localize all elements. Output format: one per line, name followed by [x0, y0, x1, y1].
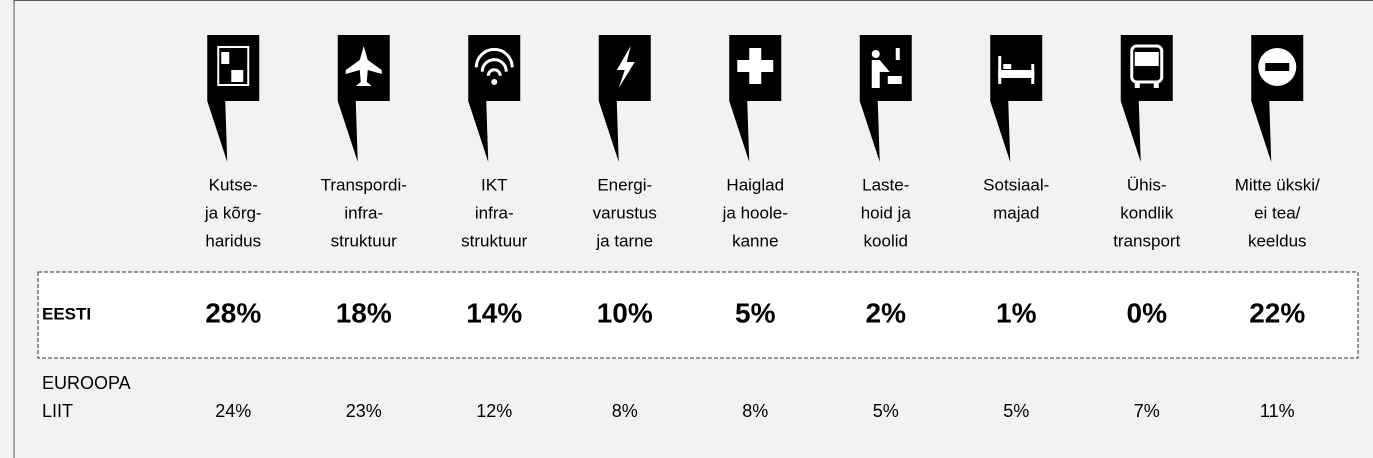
row-label: EESTI: [42, 304, 91, 323]
column-header: ja hoole-: [722, 203, 788, 222]
column-header: kondlik: [1120, 203, 1173, 222]
icon: [1120, 35, 1173, 162]
cell-value: 0%: [1127, 297, 1168, 328]
column-header: Transpordi-: [321, 175, 407, 194]
icon-pin: [207, 35, 260, 162]
icon: [729, 35, 782, 162]
cell-value: 2%: [866, 297, 907, 328]
cell-value: 14%: [466, 297, 522, 328]
column-header: kanne: [732, 231, 778, 250]
glyph: [217, 46, 250, 86]
column-header: majad: [993, 203, 1039, 222]
glyph: [474, 47, 514, 68]
cell-value: 7%: [1134, 401, 1160, 421]
column-header: varustus: [593, 203, 657, 222]
cell-value: 12%: [476, 401, 512, 421]
column-header: struktuur: [331, 231, 397, 250]
glyph: [1134, 52, 1159, 66]
glyph: [887, 76, 902, 84]
cell-value: 10%: [597, 297, 653, 328]
cell-value: 18%: [336, 297, 392, 328]
column-header: struktuur: [461, 231, 527, 250]
glyph: [998, 70, 1035, 78]
cell-value: 23%: [346, 401, 382, 421]
icon-pin: [1120, 35, 1173, 162]
column-header: Sotsiaal-: [983, 175, 1049, 194]
column-header: ja kõrg-: [204, 203, 262, 222]
glyph: [895, 48, 900, 60]
column-header: haridus: [205, 231, 261, 250]
cell-value: 5%: [873, 401, 899, 421]
icon: [207, 35, 260, 162]
glyph: [1003, 64, 1012, 69]
cell-value: 5%: [1003, 401, 1029, 421]
column-header: Ühis-: [1127, 175, 1167, 194]
glyph: [871, 60, 890, 88]
column-header: Laste-: [862, 175, 909, 194]
glyph: [1130, 44, 1164, 84]
icon: [598, 35, 651, 162]
glyph: [1031, 64, 1035, 84]
glyph: [1265, 63, 1290, 71]
glyph: [871, 50, 880, 58]
cell-value: 8%: [742, 401, 768, 421]
column-header: Energi-: [597, 175, 652, 194]
glyph: [486, 68, 502, 77]
column-header: Mitte ükski/: [1235, 175, 1320, 194]
column-header: Kutse-: [209, 175, 258, 194]
glyph: [737, 48, 774, 84]
icon: [990, 35, 1043, 162]
glyph: [1134, 82, 1140, 88]
cell-value: 24%: [215, 401, 251, 421]
cell-value: 5%: [735, 297, 776, 328]
column-header: ei tea/: [1254, 203, 1301, 222]
glyph: [1153, 82, 1159, 88]
cell-value: 1%: [996, 297, 1037, 328]
row-label: EUROOPA: [42, 373, 131, 393]
icon-pin: [598, 35, 651, 162]
column-header: keeldus: [1248, 231, 1307, 250]
icon-pin: [468, 35, 521, 162]
column-header: infra-: [475, 203, 514, 222]
glyph: [221, 52, 230, 64]
column-header: Haiglad: [726, 175, 784, 194]
cell-value: 22%: [1249, 297, 1305, 328]
glyph: [231, 70, 244, 82]
glyph: [491, 79, 498, 85]
column-header: koolid: [864, 231, 908, 250]
icon: [1251, 35, 1304, 162]
column-header: infra-: [344, 203, 383, 222]
icon: [468, 35, 521, 162]
cell-value: 11%: [1260, 401, 1295, 421]
glyph: [480, 58, 508, 72]
column-header: IKT: [481, 175, 507, 194]
highlight-box: [37, 271, 1359, 359]
row-label: LIIT: [42, 401, 73, 421]
icon: [337, 35, 390, 162]
column-header: ja tarne: [595, 231, 653, 250]
glyph: [616, 46, 635, 88]
cell-value: 28%: [205, 297, 261, 328]
glyph: [345, 46, 382, 86]
cell-value: 8%: [612, 401, 638, 421]
icon: [859, 35, 912, 162]
column-header: hoid ja: [861, 203, 912, 222]
column-header: transport: [1113, 231, 1180, 250]
